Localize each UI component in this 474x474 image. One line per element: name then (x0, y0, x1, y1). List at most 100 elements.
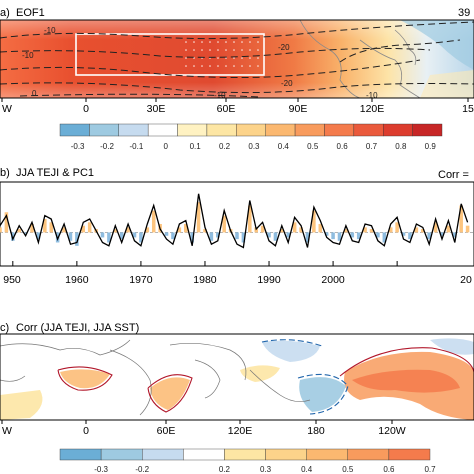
teji-bar (107, 232, 111, 243)
teji-bar (87, 222, 92, 233)
corr-map (0, 334, 474, 420)
x-tick-label: 60E (217, 103, 236, 115)
teji-bar (453, 232, 457, 238)
x-tick-label: 0 (83, 425, 89, 437)
panel-a: -10 -10 -20 -20 -10 0 -10 a) EOF1 39 W 0 3… (0, 7, 474, 151)
panel-b-label: b) (0, 167, 10, 179)
teji-bar (43, 218, 47, 233)
panel-c-colorbar: -0.3 -0.2 0.2 0.3 0.4 0.5 0.6 0.7 (59, 448, 436, 474)
eof1-map: -10 -10 -20 -20 -10 0 -10 (0, 20, 474, 100)
colorbar-swatch (142, 448, 184, 461)
colorbar-label: 0.6 (383, 465, 395, 474)
panel-a-corner: 39 (458, 7, 470, 19)
teji-bar (344, 229, 348, 233)
teji-bar (222, 215, 226, 233)
contour-label: -10 (22, 51, 34, 60)
colorbar-label: 0.1 (190, 142, 202, 151)
colorbar-label: 0.4 (278, 142, 290, 151)
teji-bar (164, 232, 169, 236)
colorbar-swatch (347, 448, 390, 461)
teji-bar (235, 232, 239, 240)
teji-bar (299, 227, 303, 233)
x-tick-label: W (2, 103, 12, 115)
teji-bar (440, 232, 444, 236)
colorbar-swatch (59, 123, 90, 137)
teji-bar (369, 229, 374, 233)
teji-bar (203, 229, 207, 233)
colorbar-swatch (306, 448, 348, 461)
x-tick-label: 0 (83, 103, 89, 115)
colorbar-swatch (265, 123, 296, 137)
teji-bar (292, 222, 297, 233)
teji-bar (113, 229, 118, 233)
teji-bar (75, 232, 79, 246)
teji-bar (190, 232, 194, 243)
teji-bar (145, 227, 150, 233)
colorbar-label: 0.7 (424, 465, 436, 474)
colorbar-swatch (388, 448, 431, 461)
teji-bar (408, 232, 412, 240)
colorbar-swatch (59, 448, 102, 461)
colorbar-label: 0.5 (307, 142, 319, 151)
panel-a-colorbar: -0.3 -0.2 -0.1 0 0.1 0.2 0.3 0.4 0.5 0.6 0.7 0.8 0.9 (59, 123, 443, 151)
teji-bar (356, 232, 361, 240)
contour-label: -20 (281, 79, 293, 88)
colorbar-swatch (383, 123, 413, 137)
contour-label: -20 (278, 43, 290, 52)
colorbar-swatch (412, 123, 443, 137)
teji-bar (337, 232, 342, 241)
teji-bar (183, 224, 188, 233)
colorbar-label: 0.2 (219, 142, 231, 151)
coastlines (0, 339, 311, 416)
panel-a-label: a) (0, 7, 10, 19)
x-tick-label: 20 (460, 274, 472, 286)
x-tick-label: 60E (157, 425, 176, 437)
colorbar-label: 0 (164, 142, 169, 151)
teji-bar (459, 205, 463, 233)
panel-a-x-ticks: W 0 30E 60E 90E 120E 15 (1, 98, 474, 115)
x-tick-label: 90E (289, 103, 308, 115)
colorbar-swatch (118, 123, 149, 137)
colorbar-label: 0.2 (219, 465, 231, 474)
colorbar-label: 0.7 (366, 142, 378, 151)
teji-bar (177, 227, 182, 233)
colorbar-swatch (177, 123, 208, 137)
x-tick-label: 1990 (257, 274, 281, 286)
teji-bar (363, 227, 367, 233)
colorbar-swatch (100, 448, 143, 461)
colorbar-label: -0.1 (130, 142, 144, 151)
teji-bar (248, 205, 252, 233)
panel-c-label: c) (0, 322, 9, 334)
teji-bar (68, 232, 73, 241)
contour-label: -10 (214, 91, 226, 100)
teji-bar (11, 232, 15, 241)
colorbar-label: -0.2 (100, 142, 114, 151)
colorbar-swatch (294, 123, 325, 137)
teji-bar (132, 232, 137, 238)
colorbar-swatch (265, 448, 307, 461)
teji-bar (420, 229, 425, 233)
x-tick-label: 2000 (321, 274, 345, 286)
teji-bar (196, 202, 201, 233)
teji-bar (151, 210, 156, 233)
teji-bar (401, 232, 406, 236)
teji-bar (100, 232, 105, 238)
teji-bar (324, 232, 329, 236)
colorbar-label: 0.5 (342, 465, 354, 474)
teji-bar (0, 227, 2, 233)
teji-bar (446, 225, 451, 233)
teji-bar (414, 227, 419, 233)
contour-label: -10 (44, 26, 56, 35)
x-tick-label: 30E (147, 103, 166, 115)
x-tick-label: 1980 (193, 274, 217, 286)
teji-bar (376, 232, 380, 238)
teji-bar (273, 232, 278, 241)
teji-bar (81, 225, 86, 233)
teji-bar (30, 224, 34, 233)
teji-bar (305, 232, 310, 243)
colorbar-swatch (353, 123, 384, 137)
colorbar-label: 0.3 (248, 142, 260, 151)
teji-bar (395, 222, 399, 233)
teji-bar (267, 232, 271, 238)
teji-bar (171, 232, 175, 240)
